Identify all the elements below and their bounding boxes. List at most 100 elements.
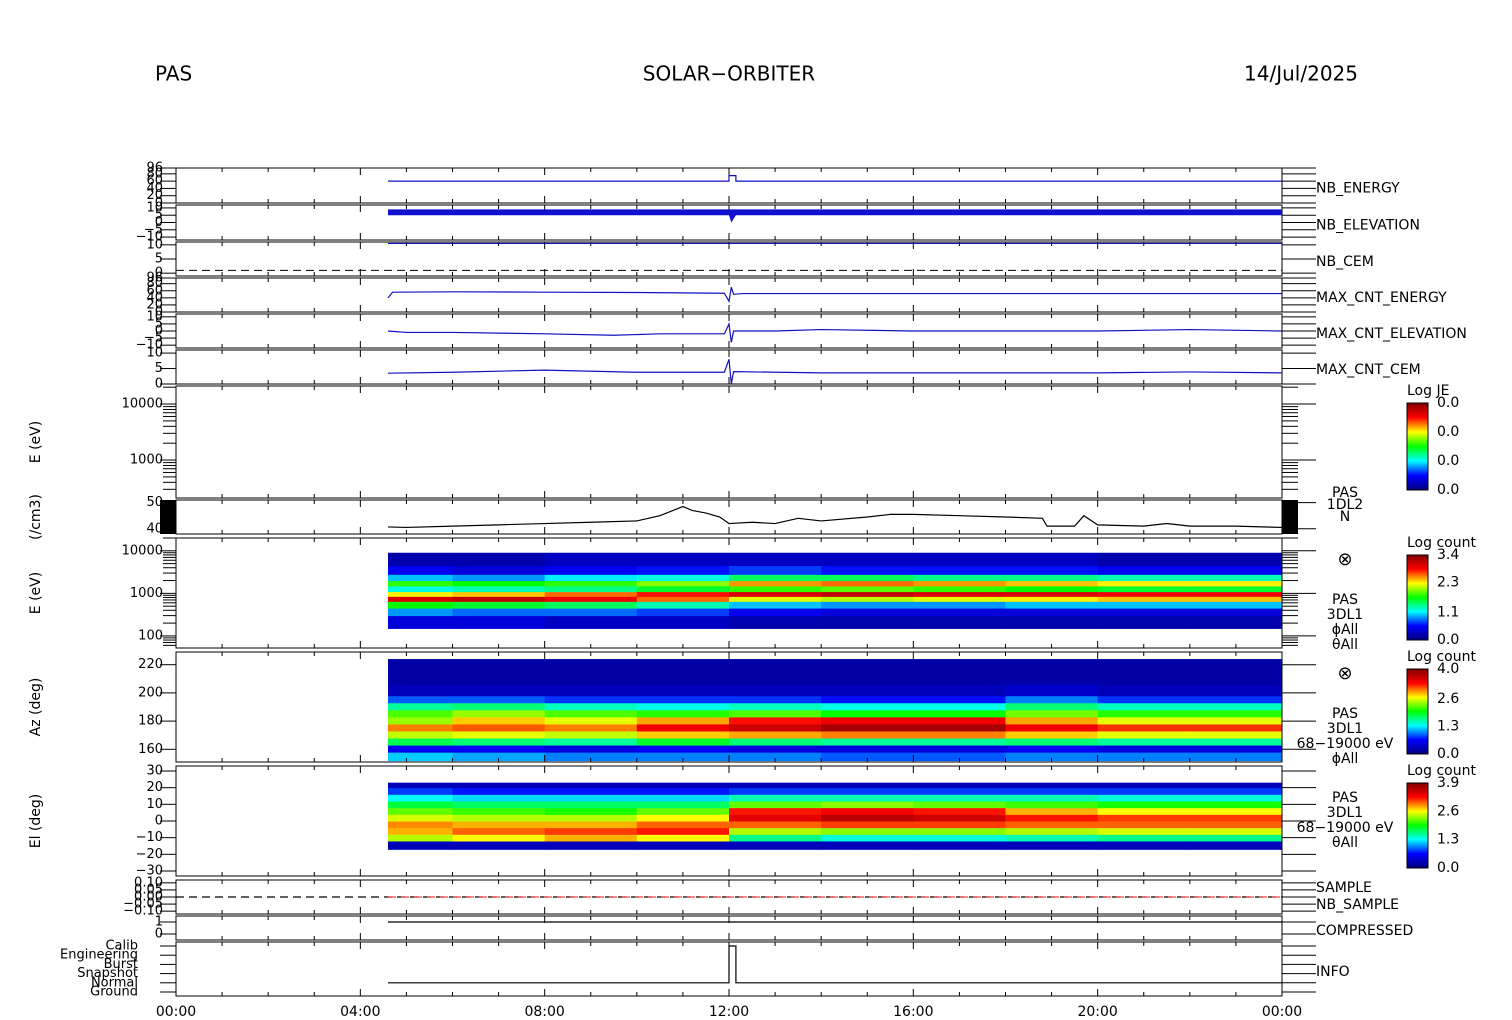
heatmap-cell [636,801,730,809]
y-tick-label: 80 [146,276,163,291]
heatmap-cell [1189,807,1283,815]
side-label: PAS [1332,485,1358,501]
colorbar-tick-label: 3.9 [1437,775,1459,791]
heatmap-cell [636,659,730,685]
heatmap-cell [1189,585,1283,593]
panel-label: NB_ENERGY [1316,181,1400,197]
heatmap-cell [913,787,1006,795]
heatmap-cell [729,615,822,629]
x-tick-label: 16:00 [893,1004,933,1020]
heatmap-cell [544,615,638,629]
heatmap-cell [729,834,822,842]
heatmap-cell [729,684,822,697]
heatmap-cell [1005,695,1099,704]
x-tick-label: 00:00 [1262,1004,1302,1020]
heatmap-cell [729,574,822,582]
y-tick-label: 5 [155,361,163,376]
heatmap-cell [821,615,914,629]
y-tick-label: 10 [146,346,163,361]
y-axis-label: (/cm3) [28,494,44,540]
heatmap-cell [387,580,453,587]
side-label: PAS [1332,592,1358,608]
y-tick-label: 60 [146,283,163,298]
heatmap-cell [636,580,730,587]
heatmap-cell [913,591,1006,597]
heatmap-cell [387,684,453,697]
heatmap-cell [821,591,914,597]
heatmap-cell [387,565,453,575]
heatmap-cell [452,608,546,617]
heatmap-cell [636,596,730,602]
y-tick-label: 60 [146,174,163,189]
heatmap-cell [1097,601,1191,609]
colorbar-tick-label: 2.3 [1437,575,1459,591]
heatmap-cell [1005,738,1099,746]
y-tick-label: 5 [155,208,163,223]
heatmap-cell [821,723,914,732]
heatmap-cell [913,745,1006,753]
y-tick-label: 0 [155,266,163,281]
heatmap-cell [636,552,730,567]
heatmap-cell [387,585,453,593]
heatmap-cell [821,684,914,697]
heatmap-cell [729,794,822,802]
heatmap-cell [636,574,730,582]
heatmap-cell [452,596,546,602]
heatmap-cell [544,684,638,697]
y-tick-label: 1 [155,915,163,930]
heatmap-cell [821,794,914,802]
heatmap-cell [544,601,638,609]
heatmap-cell [1005,801,1099,809]
heatmap-cell [636,834,730,842]
heatmap-cell [1189,695,1283,704]
y-tick-label: 10000 [122,397,163,412]
heatmap-cell [452,752,546,762]
heatmap-cell [636,752,730,762]
heatmap-cell [452,716,546,725]
heatmap-cell [729,738,822,746]
heatmap-cell [452,801,546,809]
heatmap-cell [387,591,453,597]
y-tick-label: 0.05 [134,882,163,897]
heatmap-cell [1097,716,1191,725]
heatmap-cell [544,807,638,815]
heatmap-cell [636,745,730,753]
heatmap-cell [821,574,914,582]
heatmap-cell [452,814,546,822]
y-tick-label: Snapshot [77,966,138,981]
y-tick-label: 20 [146,297,163,312]
heatmap-cell [1005,608,1099,617]
heatmap-cell [636,807,730,815]
panel-label: INFO [1316,964,1350,980]
heatmap-cell [729,752,822,762]
heatmap-cell [544,794,638,802]
heatmap-cell [636,794,730,802]
y-tick-label: Ground [90,985,138,1000]
y-tick-label: 40 [146,290,163,305]
heatmap-cell [821,827,914,835]
heatmap-cell [1005,591,1099,597]
heatmap-cell [1005,745,1099,753]
colorbar-tick-label: 1.3 [1437,718,1459,734]
heatmap-cell [729,709,822,718]
heatmap-cell [729,596,822,602]
colorbar-tick-label: 0.0 [1437,860,1459,876]
heatmap-cell [913,752,1006,762]
heatmap-cell [1005,552,1099,567]
heatmap-cell [1189,834,1283,842]
header-center: SOLAR−ORBITER [643,62,815,86]
heatmap-cell [544,752,638,762]
heatmap-cell [729,841,822,850]
series-line [387,359,1283,385]
heatmap-cell [913,738,1006,746]
heatmap-cell [636,684,730,697]
y-tick-label: 40 [146,181,163,196]
heatmap-cell [1189,782,1283,789]
series-line [387,175,1282,182]
side-label: 68−19000 eV [1297,736,1394,752]
series-line [387,287,1282,304]
heatmap-cell [821,695,914,704]
heatmap-cell [729,814,822,822]
heatmap-cell [821,565,914,575]
heatmap-cell [913,827,1006,835]
